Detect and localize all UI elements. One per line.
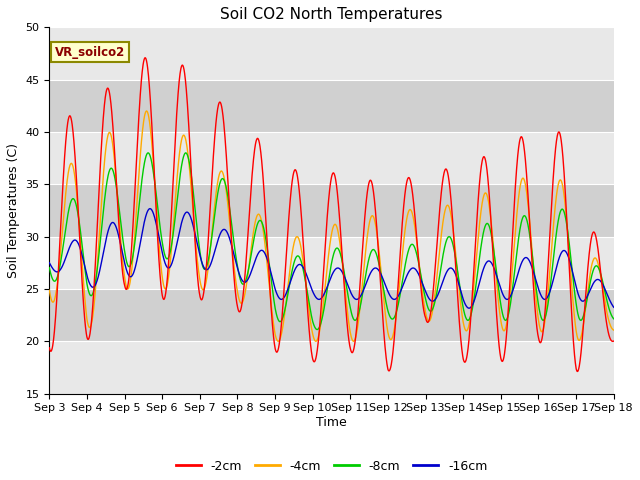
Legend: -2cm, -4cm, -8cm, -16cm: -2cm, -4cm, -8cm, -16cm <box>171 455 492 478</box>
Bar <box>49 132 614 184</box>
Y-axis label: Soil Temperatures (C): Soil Temperatures (C) <box>7 143 20 278</box>
Bar <box>49 237 614 289</box>
X-axis label: Time: Time <box>316 416 347 429</box>
Bar <box>49 184 614 237</box>
Bar <box>49 80 614 132</box>
Title: Soil CO2 North Temperatures: Soil CO2 North Temperatures <box>220 7 443 22</box>
Bar <box>49 27 614 80</box>
Bar <box>49 289 614 341</box>
Bar <box>49 341 614 394</box>
Text: VR_soilco2: VR_soilco2 <box>55 46 125 59</box>
